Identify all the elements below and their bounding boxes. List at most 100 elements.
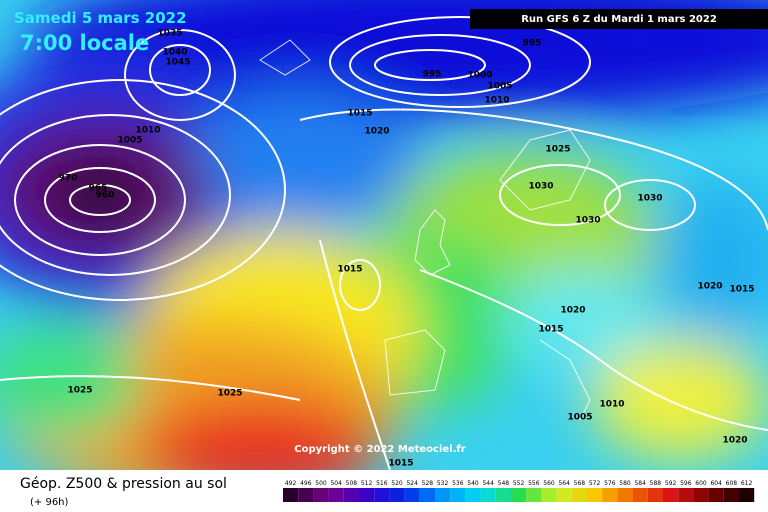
legend-label: 548 (498, 480, 510, 487)
legend-swatch (313, 488, 329, 502)
legend-swatch (419, 488, 435, 502)
legend-swatch (617, 488, 633, 502)
isobar-label: 1025 (545, 145, 570, 155)
isobar-label: 970 (59, 174, 78, 184)
legend-swatch (511, 488, 527, 502)
legend-swatch (389, 488, 405, 502)
isobar-label: 1010 (484, 96, 509, 106)
legend-swatch (435, 488, 451, 502)
legend-label: 568 (574, 480, 586, 487)
legend-swatch (374, 488, 390, 502)
isobar-label: 1015 (729, 285, 754, 295)
legend-label: 508 (346, 480, 358, 487)
legend-label: 608 (726, 480, 738, 487)
isobar-label: 1045 (165, 58, 190, 68)
legend-label: 516 (376, 480, 388, 487)
isobar-label: 1020 (697, 282, 722, 292)
isobars (0, 16, 768, 470)
isobar-label: 1005 (567, 413, 592, 423)
legend-label: 504 (330, 480, 342, 487)
isobar-label: 1000 (467, 71, 492, 81)
run-info: Run GFS 6 Z du Mardi 1 mars 2022 (521, 14, 717, 25)
legend-swatch (404, 488, 420, 502)
run-box (470, 9, 768, 29)
forecast-lead: (+ 96h) (30, 497, 69, 508)
legend-swatch (663, 488, 679, 502)
isobar-label: 960 (96, 191, 115, 201)
legend-swatch (678, 488, 694, 502)
legend-label: 560 (543, 480, 555, 487)
coastlines (259, 39, 591, 421)
legend-label: 592 (665, 480, 677, 487)
isobar-label: 1020 (364, 127, 389, 137)
legend-swatch (571, 488, 587, 502)
isobar-label: 995 (523, 39, 542, 49)
legend-swatch (647, 488, 663, 502)
legend-swatch (359, 488, 375, 502)
legend-label: 604 (710, 480, 722, 487)
isobar-label: 1015 (337, 265, 362, 275)
legend-label: 612 (741, 480, 753, 487)
isobar-label: 1025 (217, 389, 242, 399)
legend-label: 528 (422, 480, 434, 487)
isobar-label: 1005 (117, 136, 142, 146)
isobar-label: 995 (423, 70, 442, 80)
color-legend: 492 496 500 504 508 512 516 520 524 528 532 536 540 5… (283, 480, 755, 502)
isobar-label: 1030 (575, 216, 600, 226)
legend-swatch (739, 488, 755, 502)
isobar-label: 1020 (722, 436, 747, 446)
legend-label: 500 (315, 480, 327, 487)
isobar-label: 1005 (487, 82, 512, 92)
legend-swatch (587, 488, 603, 502)
isobar-label: 1010 (599, 400, 624, 410)
legend-label: 520 (391, 480, 403, 487)
legend-swatch (693, 488, 709, 502)
legend-swatch (450, 488, 466, 502)
legend-swatch (632, 488, 648, 502)
legend-label: 584 (634, 480, 646, 487)
legend-swatch (556, 488, 572, 502)
footer-title: Géop. Z500 & pression au sol (20, 476, 227, 492)
legend-label: 572 (589, 480, 601, 487)
legend-label: 512 (361, 480, 373, 487)
isobar-label: 1020 (560, 306, 585, 316)
legend-label: 532 (437, 480, 449, 487)
legend-swatch (283, 488, 299, 502)
legend-label: 524 (406, 480, 418, 487)
legend-swatch (480, 488, 496, 502)
isobar-label: 1025 (67, 386, 92, 396)
legend-swatch (343, 488, 359, 502)
legend-swatch (541, 488, 557, 502)
legend-label: 536 (452, 480, 464, 487)
legend-label: 556 (528, 480, 540, 487)
legend-label: 552 (513, 480, 525, 487)
legend-label: 580 (619, 480, 631, 487)
isobar-label: 1030 (528, 182, 553, 192)
legend-label: 544 (482, 480, 494, 487)
legend-swatch (328, 488, 344, 502)
legend-label: 492 (285, 480, 297, 487)
legend-label: 496 (300, 480, 312, 487)
legend-swatch (298, 488, 314, 502)
legend-label: 540 (467, 480, 479, 487)
isobar-label: 1035 (157, 29, 182, 39)
legend-swatch (708, 488, 724, 502)
legend-label: 588 (650, 480, 662, 487)
legend-swatch (495, 488, 511, 502)
legend-label: 600 (695, 480, 707, 487)
legend-swatch (465, 488, 481, 502)
legend-swatch (723, 488, 739, 502)
valid-date: Samedi 5 mars 2022 (14, 9, 187, 27)
legend-label: 564 (558, 480, 570, 487)
legend-label: 596 (680, 480, 692, 487)
isobar-label: 1015 (388, 459, 413, 469)
isobar-label: 1040 (162, 48, 187, 58)
legend-swatch (526, 488, 542, 502)
copyright: Copyright © 2022 Meteociel.fr (294, 444, 465, 455)
isobar-label: 1030 (637, 194, 662, 204)
isobar-label: 965 (89, 184, 108, 194)
valid-time: 7:00 locale (20, 31, 149, 55)
isobar-label: 1010 (135, 126, 160, 136)
